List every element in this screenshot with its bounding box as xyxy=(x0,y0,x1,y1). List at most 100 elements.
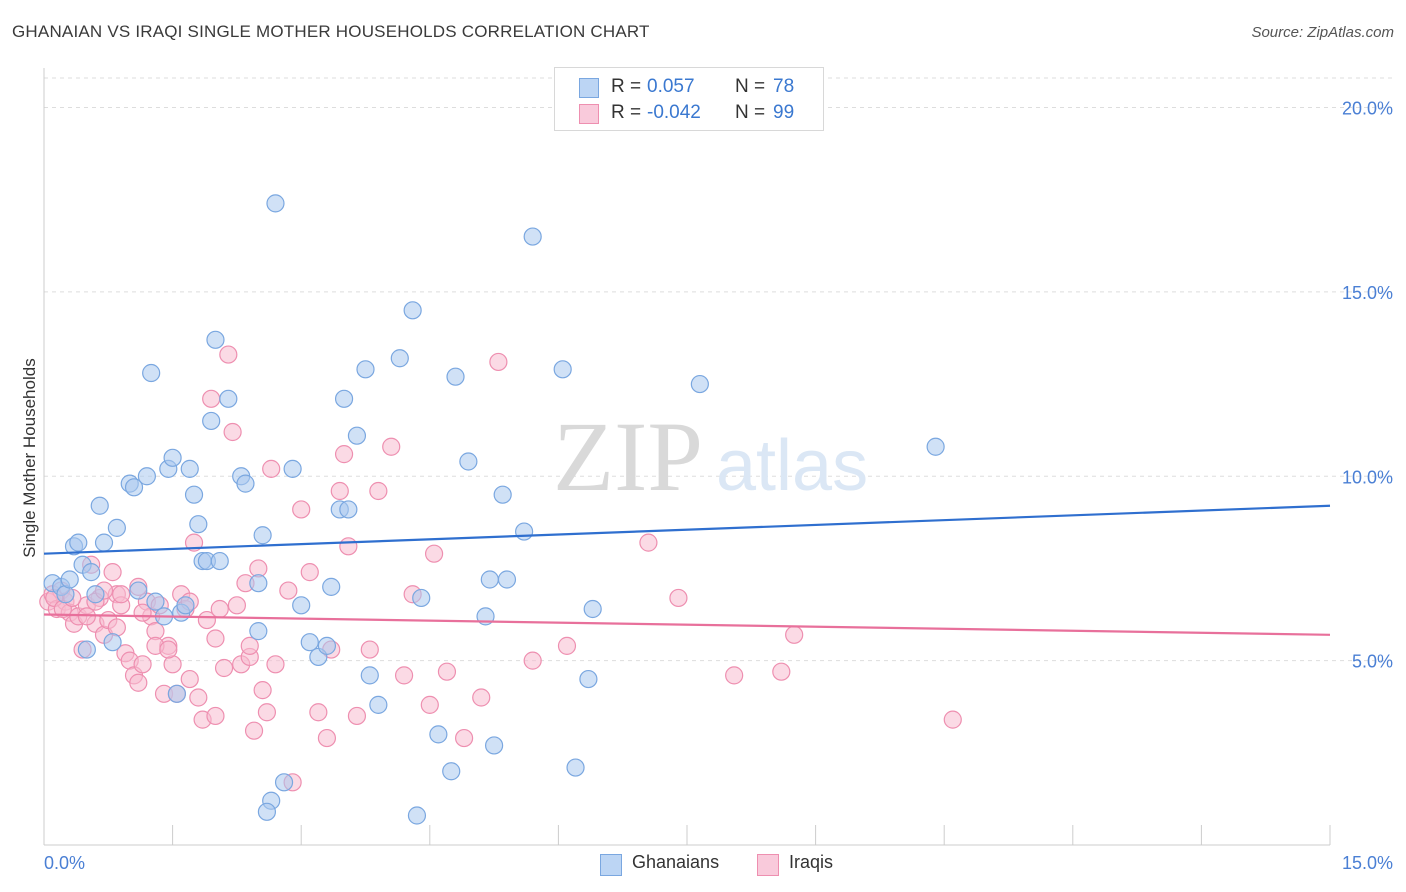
ghanaian-point xyxy=(236,474,255,493)
iraqi-point xyxy=(669,588,688,608)
trendline-ghanaians xyxy=(43,504,1331,555)
legend-n-value: 78 xyxy=(773,76,795,97)
ghanaian-point xyxy=(515,522,534,541)
ghanaian-point xyxy=(167,684,186,703)
ghanaian-point xyxy=(390,349,409,368)
iraqi-point xyxy=(133,655,152,674)
ghanaian-point xyxy=(189,515,208,534)
ghanaian-point xyxy=(274,773,294,792)
iraqi-point xyxy=(330,481,349,501)
iraqi-point xyxy=(420,695,439,714)
ghanaian-point xyxy=(142,363,161,383)
ghanaian-point xyxy=(339,500,358,519)
series-ghanaians xyxy=(43,194,945,825)
iraqi-point xyxy=(347,706,367,726)
ghanaian-point xyxy=(124,478,144,497)
iraqi-point xyxy=(454,728,474,748)
iraqi-point xyxy=(180,669,199,689)
watermark-atlas: atlas xyxy=(716,426,868,506)
ghanaian-point xyxy=(129,581,148,600)
ghanaian-point xyxy=(107,518,126,537)
y-tick-label: 15.0% xyxy=(1342,283,1393,303)
iraqi-point xyxy=(725,666,744,685)
iraqi-point xyxy=(300,563,319,582)
ghanaian-point xyxy=(407,806,427,825)
ghanaian-point xyxy=(403,301,422,320)
source-label: Source: ZipAtlas.com xyxy=(1251,24,1394,41)
legend-r-label: R = xyxy=(611,102,642,123)
ghanaian-point xyxy=(493,485,512,504)
ghanaian-point xyxy=(249,622,268,641)
iraqi-point xyxy=(223,422,242,442)
y-tick-label: 5.0% xyxy=(1352,652,1393,672)
ghanaian-point xyxy=(137,467,156,486)
ghanaian-point xyxy=(459,452,478,471)
bottom-legend-swatch-pink xyxy=(757,854,779,876)
tick-labels: 5.0% 10.0% 15.0% 20.0% 0.0% 15.0% xyxy=(44,99,1393,874)
iraqi-point xyxy=(103,563,122,582)
iraqi-point xyxy=(266,655,285,674)
iraqi-point xyxy=(943,710,962,729)
ghanaian-point xyxy=(206,330,225,349)
x-tick-label: 0.0% xyxy=(44,853,85,873)
legend-swatch-pink xyxy=(579,104,599,124)
ghanaian-point xyxy=(163,448,182,467)
iraqi-point xyxy=(262,459,281,478)
iraqi-point xyxy=(159,640,178,659)
iraqi-point xyxy=(785,625,804,644)
ghanaian-point xyxy=(317,636,337,655)
iraqi-point xyxy=(339,537,358,556)
ghanaian-point xyxy=(180,459,199,478)
ghanaian-point xyxy=(202,411,221,431)
ghanaian-point xyxy=(442,762,461,781)
ghanaian-point xyxy=(257,802,277,821)
ghanaian-point xyxy=(146,592,165,611)
series-iraqis xyxy=(39,345,962,792)
ghanaian-point xyxy=(690,374,709,394)
ghanaian-point xyxy=(60,570,79,589)
ghanaian-point xyxy=(219,389,238,408)
iraqi-point xyxy=(394,666,414,685)
ghanaian-point xyxy=(249,574,268,593)
gridlines xyxy=(44,77,1392,662)
watermark-zip: ZIP xyxy=(553,401,703,512)
x-tick-label: 15.0% xyxy=(1342,853,1393,873)
iraqi-point xyxy=(309,703,328,722)
ghanaian-point xyxy=(412,588,431,608)
ghanaian-point xyxy=(334,389,354,408)
iraqi-point xyxy=(210,599,229,619)
y-tick-label: 10.0% xyxy=(1342,467,1393,487)
iraqi-point xyxy=(244,721,264,740)
ghanaian-point xyxy=(369,695,388,714)
iraqi-point xyxy=(292,500,311,519)
watermark: ZIP atlas xyxy=(553,401,868,512)
ghanaian-point xyxy=(480,570,499,589)
legend-n-label: N = xyxy=(735,76,766,97)
ghanaian-point xyxy=(184,485,204,504)
iraqi-point xyxy=(424,544,444,563)
ghanaian-point xyxy=(497,570,517,589)
legend: R = 0.057 N = 78 R = -0.042 N = 99 xyxy=(554,67,824,131)
ghanaian-point xyxy=(283,459,302,478)
iraqi-point xyxy=(472,688,491,707)
legend-r-value: -0.042 xyxy=(647,102,701,123)
iraqi-point xyxy=(206,629,225,648)
ghanaian-point xyxy=(292,596,311,615)
ghanaian-point xyxy=(553,360,572,379)
trendlines xyxy=(43,504,1331,636)
ghanaian-point xyxy=(566,758,585,777)
iraqi-point xyxy=(227,596,246,615)
bottom-legend-swatch-blue xyxy=(600,854,622,876)
legend-n-label: N = xyxy=(735,102,766,123)
ghanaian-point xyxy=(210,551,229,571)
ghanaian-point xyxy=(86,585,105,604)
iraqi-point xyxy=(369,481,388,501)
iraqi-point xyxy=(639,533,658,552)
ghanaian-point xyxy=(485,736,504,755)
iraqi-point xyxy=(189,688,208,707)
ghanaian-point xyxy=(523,227,542,246)
ghanaian-point xyxy=(356,360,375,379)
ghanaian-point xyxy=(300,633,319,652)
ghanaian-point xyxy=(69,533,88,552)
